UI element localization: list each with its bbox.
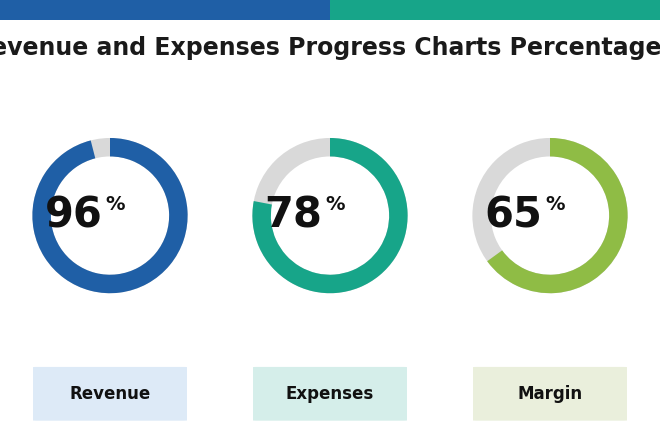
Wedge shape <box>252 138 408 293</box>
Text: 96: 96 <box>45 194 102 237</box>
Bar <box>0 0 330 20</box>
FancyBboxPatch shape <box>469 367 632 421</box>
FancyBboxPatch shape <box>248 367 412 421</box>
Text: 65: 65 <box>484 194 543 237</box>
Bar <box>330 0 660 20</box>
Text: %: % <box>106 195 125 214</box>
Wedge shape <box>487 138 628 293</box>
Wedge shape <box>32 138 187 293</box>
Wedge shape <box>473 138 628 293</box>
Text: %: % <box>325 195 345 214</box>
FancyBboxPatch shape <box>28 367 191 421</box>
Text: Margin: Margin <box>517 385 583 403</box>
Text: %: % <box>545 195 565 214</box>
Text: 78: 78 <box>265 194 323 237</box>
Text: Expenses: Expenses <box>286 385 374 403</box>
Wedge shape <box>32 138 187 293</box>
Text: Revenue and Expenses Progress Charts Percentage C: Revenue and Expenses Progress Charts Per… <box>0 36 660 60</box>
Wedge shape <box>252 138 408 293</box>
Text: Revenue: Revenue <box>69 385 150 403</box>
